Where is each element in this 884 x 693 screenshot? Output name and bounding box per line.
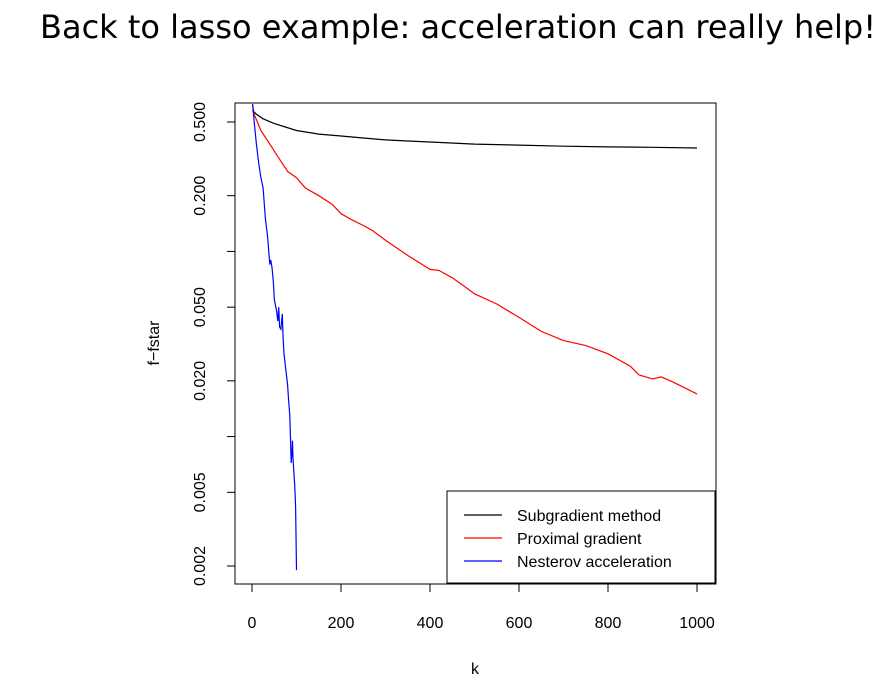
legend-box (446, 490, 716, 584)
y-tick-label: 0.200 (192, 176, 209, 216)
x-axis-label: k (471, 661, 480, 678)
series-line-nesterov-acceleration (252, 104, 298, 571)
series-line-proximal-gradient (251, 104, 698, 395)
x-tick-label: 0 (248, 615, 257, 632)
series-line-subgradient-method (251, 109, 698, 149)
y-tick-label: 0.002 (192, 546, 209, 586)
series-lines (251, 104, 698, 571)
y-axis-ticks: 0.002 0.005 0.020 0.050 0.200 0.500 (192, 102, 235, 586)
x-tick-label: 600 (506, 615, 533, 632)
page-title: Back to lasso example: acceleration can … (40, 8, 877, 46)
x-tick-label: 200 (328, 615, 355, 632)
x-tick-label: 1000 (679, 615, 715, 632)
legend-label: Nesterov acceleration (517, 554, 672, 571)
x-tick-label: 800 (595, 615, 622, 632)
legend-label: Proximal gradient (517, 531, 642, 548)
legend: Subgradient method Proximal gradient Neste… (446, 490, 716, 584)
y-tick-label: 0.500 (192, 102, 209, 142)
y-tick-label: 0.020 (192, 361, 209, 401)
y-tick-label: 0.005 (192, 472, 209, 512)
x-axis-ticks: 0 200 400 600 800 1000 (248, 584, 715, 632)
y-axis-label: f−fstar (146, 320, 163, 366)
x-tick-label: 400 (417, 615, 444, 632)
legend-label: Subgradient method (517, 508, 661, 525)
y-tick-label: 0.050 (192, 287, 209, 327)
